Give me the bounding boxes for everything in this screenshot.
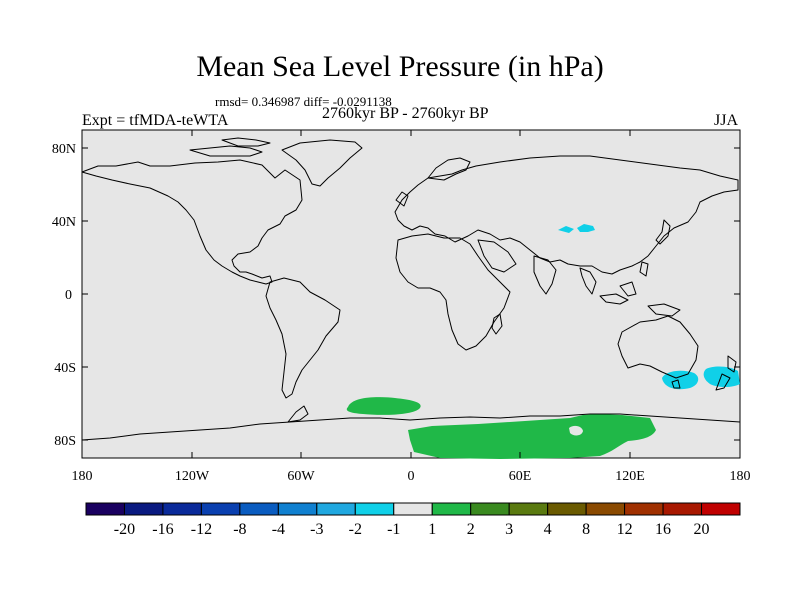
colorbar-label: 16 <box>655 521 671 538</box>
colorbar-label: -12 <box>191 521 212 538</box>
colorbar-label: 2 <box>467 521 475 538</box>
colorbar-box <box>393 502 433 516</box>
coast-arctic-islands <box>189 137 271 157</box>
colorbar-box <box>316 502 356 516</box>
lat-labels: 80N 40N 0 40S 80S <box>52 142 76 449</box>
coast-tasmania <box>671 379 681 389</box>
coast-japan <box>655 219 671 245</box>
coast-south-america <box>265 277 341 399</box>
colorbar-label: -3 <box>310 521 323 538</box>
colorbar-label: -20 <box>114 521 135 538</box>
colorbar <box>85 502 741 516</box>
coast-arabia <box>477 239 517 273</box>
coast-antarctic-peninsula <box>287 405 309 423</box>
colorbar-box <box>162 502 202 516</box>
coast-africa <box>395 233 511 351</box>
anomaly-antarctic <box>408 414 656 459</box>
colorbar-box <box>354 502 395 516</box>
lon-label: 60E <box>509 469 532 484</box>
colorbar-box <box>547 502 587 516</box>
coast-north-america <box>81 159 303 285</box>
colorbar-labels: -20 -16 -12 -8 -4 -3 -2 -1 1 2 3 4 8 12 16 20 <box>114 521 710 538</box>
anomaly-fills <box>346 224 740 459</box>
colorbar-label: 12 <box>617 521 633 538</box>
coast-eurasia <box>394 155 739 275</box>
colorbar-label: 3 <box>505 521 513 538</box>
anomaly-south-atlantic <box>346 397 421 415</box>
colorbar-label: 4 <box>544 521 552 538</box>
colorbar-label: -2 <box>349 521 362 538</box>
lon-label: 120W <box>175 469 210 484</box>
colorbar-label: -1 <box>387 521 400 538</box>
colorbar-label: -8 <box>233 521 246 538</box>
anomaly-central-asia <box>558 226 574 233</box>
lat-label: 40N <box>52 215 76 230</box>
colorbar-box <box>239 502 279 516</box>
coast-australia <box>617 315 699 379</box>
colorbar-box <box>85 502 125 516</box>
colorbar-label: -4 <box>272 521 285 538</box>
lat-label: 0 <box>65 288 72 303</box>
experiment-label: Expt = tfMDA-teWTA <box>82 112 229 129</box>
colorbar-label: -16 <box>152 521 173 538</box>
coast-new-guinea <box>647 303 681 317</box>
coast-greenland <box>281 139 363 187</box>
colorbar-label: 1 <box>428 521 436 538</box>
colorbar-label: 8 <box>582 521 590 538</box>
colorbar-box <box>585 502 626 516</box>
colorbar-box <box>508 502 549 516</box>
lat-label: 40S <box>54 361 76 376</box>
lon-label: 0 <box>408 469 415 484</box>
coast-scandinavia <box>427 157 471 181</box>
lon-label: 180 <box>730 469 751 484</box>
lat-label: 80N <box>52 142 76 157</box>
season-label: JJA <box>714 112 739 129</box>
anomaly-hole <box>569 425 583 436</box>
colorbar-box <box>624 502 664 516</box>
anomaly-tasman-2 <box>703 366 740 387</box>
stats-line: rmsd= 0.346987 diff= -0.0291138 <box>215 94 392 109</box>
colorbar-box <box>662 502 703 516</box>
lon-labels: 180 120W 60W 0 60E 120E 180 <box>72 469 751 484</box>
chart-title: Mean Sea Level Pressure (in hPa) <box>196 50 604 83</box>
tick-marks <box>81 130 741 458</box>
colorbar-box <box>470 502 510 516</box>
period-label: 2760kyr BP - 2760kyr BP <box>322 105 489 122</box>
coast-madagascar <box>491 313 503 335</box>
coast-se-asia <box>579 261 649 305</box>
coast-new-zealand <box>715 355 737 391</box>
coast-uk <box>395 191 409 207</box>
colorbar-box <box>701 502 741 516</box>
anomaly-central-asia-2 <box>577 224 595 232</box>
coast-india <box>533 255 557 295</box>
coast-antarctica <box>81 413 741 441</box>
colorbar-box <box>277 502 318 516</box>
colorbar-label: 20 <box>694 521 710 538</box>
lon-label: 180 <box>72 469 93 484</box>
lon-label: 60W <box>287 469 315 484</box>
colorbar-box <box>123 502 164 516</box>
colorbar-box <box>431 502 472 516</box>
colorbar-box <box>200 502 241 516</box>
lat-label: 80S <box>54 434 76 449</box>
lon-label: 120E <box>615 469 645 484</box>
coastlines <box>81 137 741 441</box>
